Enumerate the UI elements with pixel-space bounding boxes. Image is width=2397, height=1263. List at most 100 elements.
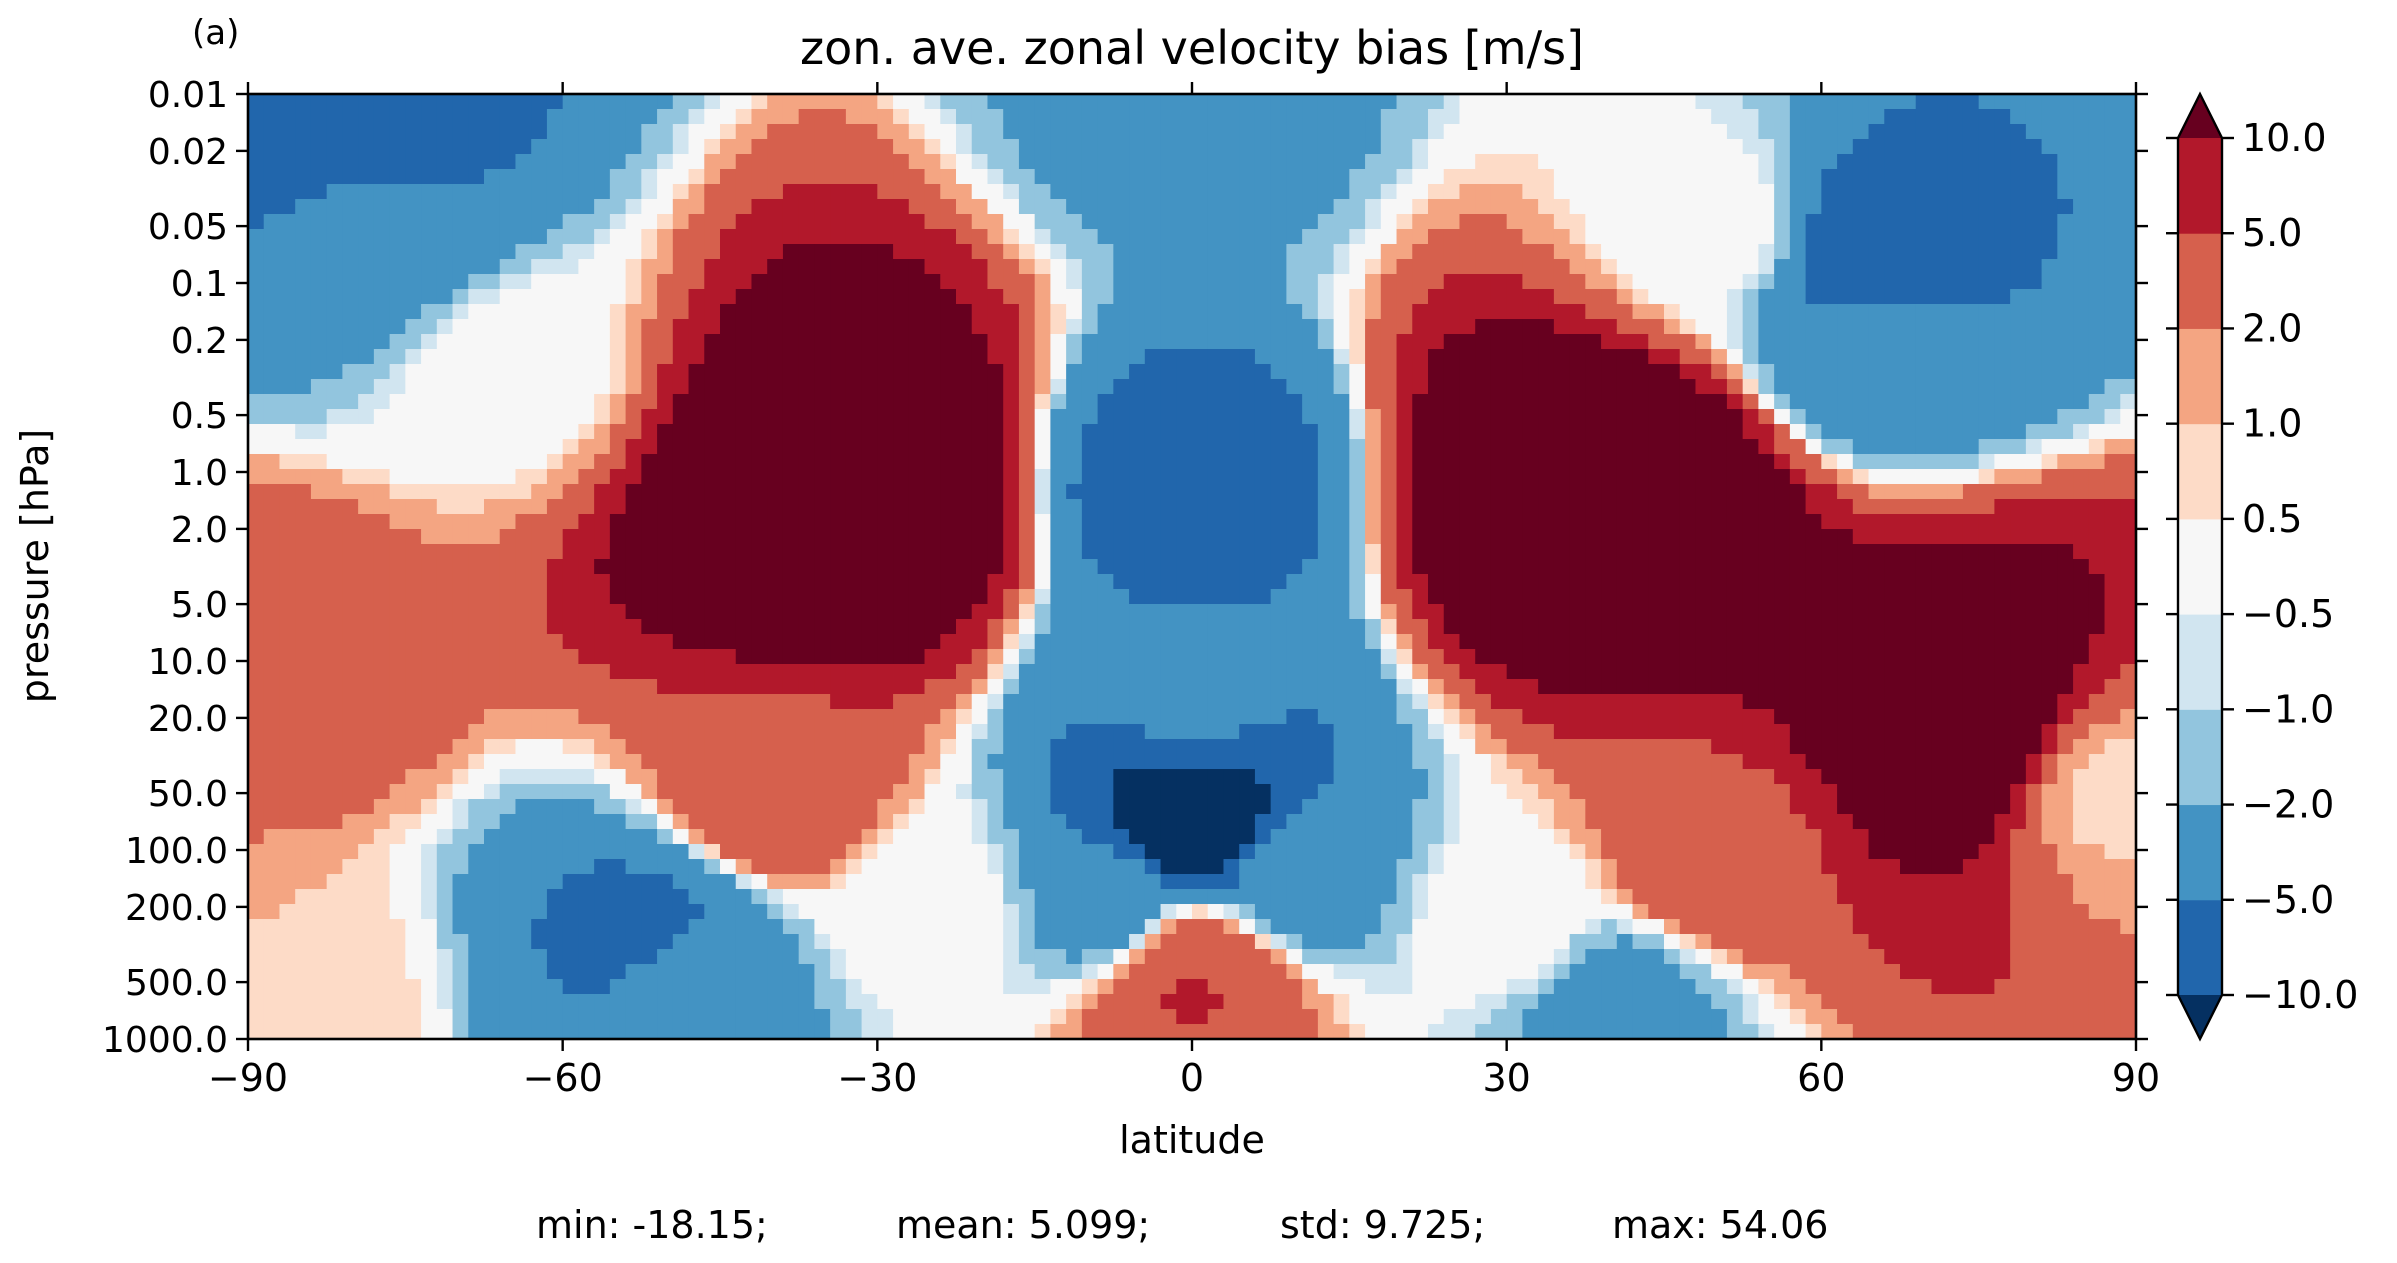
contour-cell — [405, 259, 422, 275]
contour-cell — [578, 664, 595, 680]
contour-cell — [1176, 454, 1193, 470]
contour-cell — [263, 184, 281, 200]
contour-cell — [940, 664, 957, 680]
contour-cell — [1475, 304, 1492, 320]
contour-cell — [1239, 349, 1256, 365]
contour-cell — [1538, 349, 1555, 365]
contour-cell — [641, 379, 658, 395]
contour-cell — [1538, 409, 1555, 425]
contour-cell — [1852, 634, 1870, 650]
contour-cell — [625, 304, 642, 320]
contour-cell — [1333, 694, 1350, 710]
contour-cell — [735, 184, 753, 200]
contour-cell — [1695, 94, 1712, 110]
contour-cell — [1286, 229, 1303, 245]
contour-cell — [1380, 409, 1398, 425]
contour-cell — [1317, 334, 1335, 350]
contour-cell — [1239, 679, 1256, 695]
contour-cell — [1616, 274, 1634, 290]
contour-cell — [326, 124, 343, 140]
contour-cell — [1160, 664, 1177, 680]
contour-cell — [1380, 274, 1398, 290]
contour-cell — [421, 424, 438, 440]
contour-cell — [1522, 259, 1539, 275]
contour-cell — [720, 259, 737, 275]
contour-cell — [1003, 439, 1020, 455]
contour-cell — [1648, 649, 1665, 665]
contour-cell — [405, 244, 422, 260]
contour-cell — [263, 169, 281, 185]
contour-cell — [1066, 169, 1083, 185]
contour-cell — [499, 619, 517, 635]
contour-cell — [248, 229, 265, 245]
contour-cell — [1978, 649, 1995, 665]
contour-cell — [389, 169, 406, 185]
contour-cell — [893, 364, 910, 380]
contour-cell — [1081, 694, 1099, 710]
contour-cell — [468, 619, 485, 635]
contour-cell — [1947, 154, 1964, 170]
contour-cell — [1081, 124, 1099, 140]
contour-cell — [2120, 379, 2136, 395]
contour-cell — [672, 679, 690, 695]
contour-cell — [1931, 559, 1948, 575]
contour-cell — [1947, 559, 1964, 575]
contour-cell — [1522, 499, 1539, 515]
contour-cell — [1239, 214, 1256, 230]
contour-cell — [279, 244, 296, 260]
contour-cell — [1223, 364, 1240, 380]
contour-cell — [1538, 124, 1555, 140]
contour-cell — [1585, 199, 1602, 215]
contour-cell — [405, 229, 422, 245]
contour-cell — [1113, 649, 1130, 665]
contour-cell — [814, 124, 831, 140]
contour-cell — [908, 454, 926, 470]
contour-cell — [1632, 169, 1649, 185]
contour-cell — [1506, 364, 1523, 380]
contour-cell — [720, 394, 737, 410]
contour-cell — [2010, 424, 2027, 440]
contour-cell — [814, 544, 831, 560]
contour-cell — [861, 694, 878, 710]
contour-cell — [1270, 484, 1287, 500]
contour-cell — [861, 304, 878, 320]
contour-cell — [2104, 184, 2121, 200]
contour-cell — [1160, 574, 1177, 590]
contour-cell — [782, 139, 800, 155]
contour-cell — [342, 559, 359, 575]
contour-cell — [1459, 274, 1476, 290]
contour-cell — [1113, 349, 1130, 365]
contour-cell — [1459, 124, 1476, 140]
contour-cell — [1443, 529, 1461, 545]
contour-cell — [1207, 124, 1225, 140]
contour-cell — [546, 199, 564, 215]
contour-cell — [1538, 184, 1555, 200]
contour-cell — [1506, 244, 1523, 260]
contour-cell — [2041, 139, 2058, 155]
contour-cell — [1129, 109, 1146, 125]
contour-cell — [1490, 214, 1508, 230]
contour-cell — [2073, 169, 2090, 185]
contour-cell — [1900, 544, 1917, 560]
chart-title: zon. ave. zonal velocity bias [m/s] — [800, 21, 1584, 75]
contour-cell — [1003, 124, 1020, 140]
contour-cell — [625, 514, 642, 530]
contour-cell — [310, 319, 328, 335]
contour-cell — [1428, 319, 1445, 335]
contour-cell — [1160, 349, 1177, 365]
contour-cell — [782, 304, 800, 320]
contour-cell — [956, 484, 973, 500]
contour-cell — [373, 139, 391, 155]
contour-cell — [1852, 649, 1870, 665]
contour-cell — [1664, 424, 1681, 440]
contour-cell — [1616, 364, 1634, 380]
contour-cell — [1931, 184, 1948, 200]
contour-cell — [893, 394, 910, 410]
contour-cell — [1349, 514, 1366, 530]
contour-cell — [845, 274, 863, 290]
contour-cell — [1695, 139, 1712, 155]
contour-cell — [1884, 559, 1901, 575]
contour-cell — [767, 319, 784, 335]
contour-cell — [1459, 109, 1476, 125]
contour-cell — [436, 604, 454, 620]
